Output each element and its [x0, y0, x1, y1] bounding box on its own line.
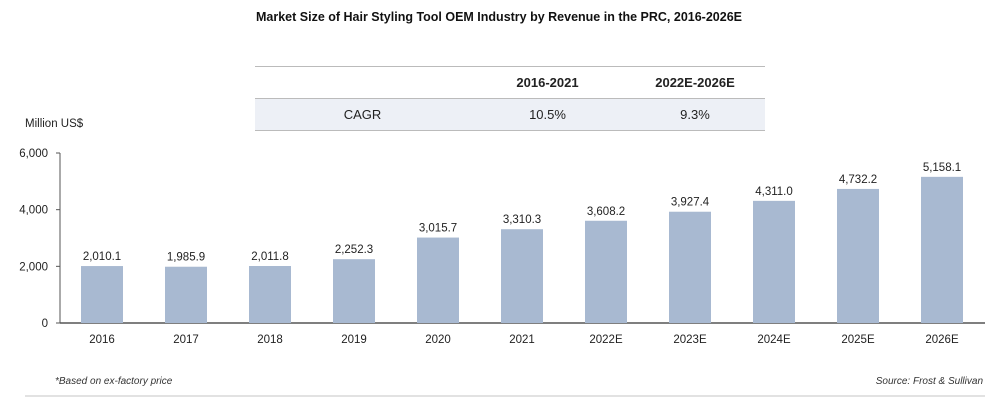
y-tick-label: 0 [42, 318, 48, 330]
bar [165, 266, 207, 323]
row-label: CAGR [343, 107, 382, 122]
footnote: *Based on ex-factory price [55, 376, 173, 387]
cagr-value: 10.5% [529, 107, 566, 122]
cagr-table: 2016-2021 2022E-2026E CAGR 10.5% 9.3% [255, 66, 765, 131]
x-tick-label: 2019 [341, 334, 367, 346]
x-tick-label: 2017 [173, 334, 199, 346]
source-note: Source: Frost & Sullivan [875, 376, 983, 387]
x-tick-label: 2024E [757, 334, 791, 346]
y-tick-label: 2,000 [19, 261, 48, 273]
bar [81, 266, 123, 323]
header-cell: 2022E-2026E [655, 75, 735, 90]
bar [921, 176, 963, 323]
y-tick-label: 4,000 [19, 205, 48, 217]
data-label: 3,015.7 [419, 223, 457, 235]
cagr-value: 9.3% [680, 107, 710, 122]
x-tick-label: 2025E [841, 334, 875, 346]
cagr-table-header: 2016-2021 2022E-2026E [255, 67, 765, 98]
x-tick-label: 2020 [425, 334, 451, 346]
bar [333, 259, 375, 323]
bar [753, 200, 795, 323]
data-label: 3,310.3 [503, 214, 541, 226]
x-tick-label: 2018 [257, 334, 283, 346]
data-label: 2,010.1 [83, 251, 121, 263]
data-label: 4,732.2 [839, 174, 877, 186]
cagr-table-row: CAGR 10.5% 9.3% [255, 98, 765, 131]
data-label: 2,011.8 [251, 251, 289, 263]
chart-title: Market Size of Hair Styling Tool OEM Ind… [255, 10, 742, 24]
bar [837, 188, 879, 323]
x-tick-label: 2026E [925, 334, 959, 346]
data-label: 3,927.4 [671, 197, 710, 209]
data-label: 3,608.2 [587, 206, 625, 218]
bar [417, 237, 459, 323]
x-tick-label: 2022E [589, 334, 623, 346]
data-label: 2,252.3 [335, 244, 373, 256]
x-tick-label: 2016 [89, 334, 115, 346]
data-label: 4,311.0 [755, 186, 793, 198]
bar [501, 229, 543, 323]
y-axis-label: Million US$ [25, 118, 84, 130]
footer-divider [25, 395, 985, 397]
bar [585, 220, 627, 323]
header-cell: 2016-2021 [516, 75, 579, 90]
data-label: 1,985.9 [167, 252, 205, 264]
bar [249, 265, 291, 323]
y-tick-label: 6,000 [19, 148, 48, 160]
x-tick-label: 2021 [509, 334, 535, 346]
data-label: 5,158.1 [923, 162, 961, 174]
bar [669, 211, 711, 323]
x-tick-label: 2023E [673, 334, 707, 346]
